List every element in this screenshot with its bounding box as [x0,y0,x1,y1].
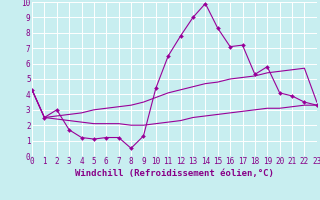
X-axis label: Windchill (Refroidissement éolien,°C): Windchill (Refroidissement éolien,°C) [75,169,274,178]
